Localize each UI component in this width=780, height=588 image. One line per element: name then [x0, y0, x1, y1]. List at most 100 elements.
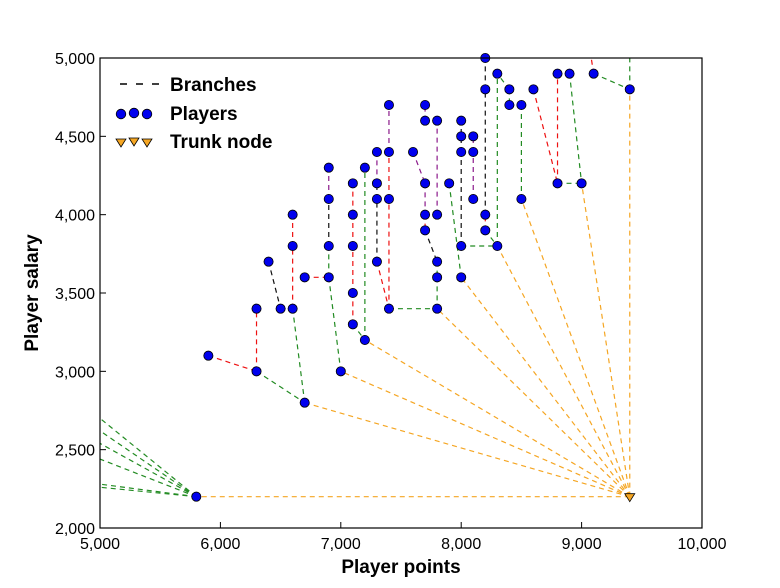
branch-line: [364, 339, 631, 498]
branch-line: [208, 355, 257, 372]
player-point: [420, 225, 431, 236]
plot-frame: [99, 57, 703, 529]
player-point: [371, 193, 382, 204]
player-point: [504, 100, 515, 111]
legend-trunk-marker: [115, 138, 127, 148]
branch-line: [340, 370, 630, 498]
branches-layer: [100, 58, 631, 498]
player-point: [287, 209, 298, 220]
player-point: [287, 303, 298, 314]
player-point: [552, 68, 563, 79]
player-point: [251, 303, 262, 314]
y-axis-ticks: 2,000 2,500 3,000 3,500 4,000 4,500 5,000: [55, 51, 106, 538]
branch-line: [593, 73, 630, 90]
branch-line: [100, 442, 197, 498]
y-tick-label: 2,500: [55, 443, 95, 460]
player-point: [299, 397, 310, 408]
player-point: [420, 100, 431, 111]
branch-line: [100, 483, 197, 498]
branch-line: [267, 261, 282, 309]
player-point: [456, 146, 467, 157]
legend-branches-label: Branches: [170, 75, 257, 96]
legend-players-label: Players: [170, 104, 238, 125]
x-axis-title: Player points: [341, 557, 460, 578]
player-point: [359, 162, 370, 173]
y-tick-label: 3,500: [55, 286, 95, 303]
legend: Branches Players Trunk node: [115, 75, 272, 153]
branch-line: [100, 430, 197, 498]
branch-line: [448, 183, 462, 278]
player-point: [275, 303, 286, 314]
y-tick-label: 3,000: [55, 364, 95, 381]
y-tick-label: 4,000: [55, 208, 95, 225]
player-point: [516, 100, 527, 111]
player-point: [432, 115, 443, 126]
player-point: [371, 178, 382, 189]
player-point: [347, 209, 358, 220]
player-point: [456, 272, 467, 283]
player-point: [383, 100, 394, 111]
player-point: [480, 209, 491, 220]
player-point: [420, 178, 431, 189]
branch-line: [376, 261, 390, 309]
player-point: [299, 272, 310, 283]
player-point: [480, 225, 491, 236]
branch-line: [532, 89, 559, 184]
player-point: [371, 146, 382, 157]
legend-trunk-label: Trunk node: [170, 132, 272, 153]
branch-line: [256, 370, 306, 404]
player-point: [492, 240, 503, 251]
player-point: [432, 272, 443, 283]
player-point: [528, 84, 539, 95]
branch-line: [100, 458, 197, 498]
trunk-layer: [191, 491, 636, 503]
x-tick-label: 7,000: [321, 536, 361, 553]
x-tick-label: 5,000: [80, 536, 120, 553]
player-point: [323, 162, 334, 173]
legend-player-marker: [128, 107, 140, 119]
player-point: [456, 240, 467, 251]
branch-line: [100, 417, 197, 498]
legend-item-players: Players: [115, 104, 238, 125]
player-point: [492, 68, 503, 79]
player-point: [468, 146, 479, 157]
player-point: [576, 178, 587, 189]
player-point: [251, 366, 262, 377]
player-point: [432, 303, 443, 314]
player-point: [323, 240, 334, 251]
y-tick-label: 5,000: [55, 51, 95, 68]
player-point: [444, 178, 455, 189]
player-point: [287, 240, 298, 251]
branch-line: [328, 277, 342, 372]
player-point: [468, 131, 479, 142]
player-point: [335, 366, 346, 377]
player-point: [383, 146, 394, 157]
trunk-node: [624, 493, 636, 503]
trunk-node: [191, 491, 202, 502]
player-point: [323, 193, 334, 204]
branch-line: [496, 245, 631, 497]
x-tick-label: 10,000: [678, 536, 727, 553]
branch-line: [304, 402, 630, 498]
branch-line: [460, 276, 631, 498]
legend-item-trunk-node: Trunk node: [115, 132, 272, 153]
legend-player-marker: [141, 108, 153, 120]
y-tick-label: 4,500: [55, 129, 95, 146]
player-point: [456, 131, 467, 142]
player-point: [263, 256, 274, 267]
player-point: [420, 209, 431, 220]
player-point: [383, 303, 394, 314]
x-tick-label: 8,000: [441, 536, 481, 553]
player-point: [588, 68, 599, 79]
branch-line: [292, 308, 306, 403]
player-point: [564, 68, 575, 79]
player-point: [420, 115, 431, 126]
player-point: [468, 193, 479, 204]
player-point: [359, 334, 370, 345]
branch-line: [581, 183, 631, 497]
x-tick-label: 9,000: [562, 536, 602, 553]
player-point: [203, 350, 214, 361]
player-point: [347, 287, 358, 298]
branch-line: [568, 73, 583, 184]
x-axis-ticks: 5,000 6,000 7,000 8,000 9,000 10,000: [80, 522, 727, 553]
